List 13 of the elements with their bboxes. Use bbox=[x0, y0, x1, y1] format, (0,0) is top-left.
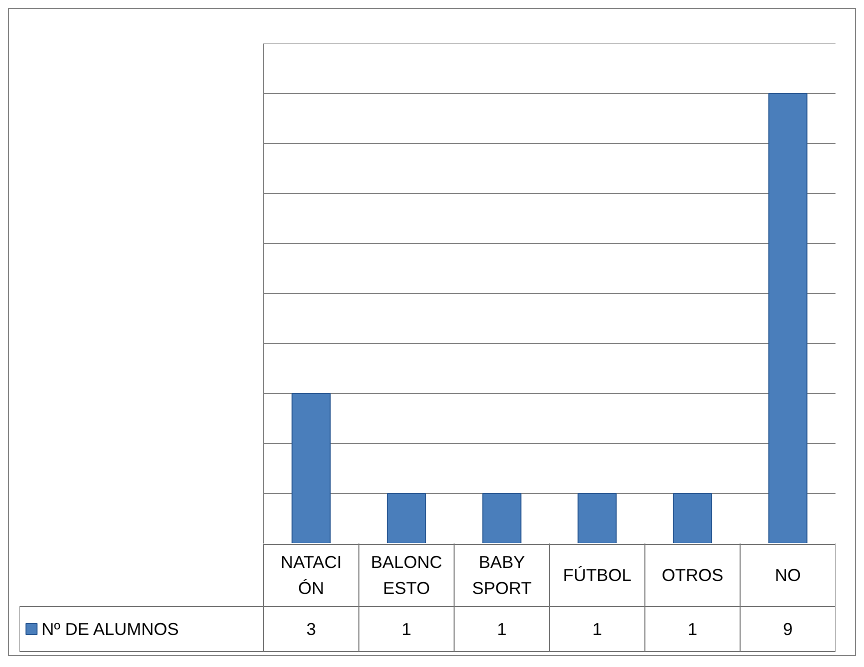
data-label: 1 bbox=[592, 619, 602, 639]
data-label: 1 bbox=[497, 619, 507, 639]
x-tick-label: NATACIÓN bbox=[280, 552, 342, 598]
data-label: 3 bbox=[306, 619, 316, 639]
x-tick-label: FÚTBOL bbox=[562, 565, 632, 585]
data-label: 1 bbox=[688, 619, 698, 639]
x-tick-label: OTROS bbox=[662, 565, 724, 585]
data-label: 9 bbox=[783, 619, 793, 639]
x-tick-label: NO bbox=[774, 565, 801, 585]
x-tick-label: BALONCESTO bbox=[370, 552, 442, 598]
data-label: 1 bbox=[402, 619, 412, 639]
x-tick-label: BABY SPORT bbox=[472, 552, 532, 598]
legend-label: Nº DE ALUMNOS bbox=[42, 619, 179, 639]
